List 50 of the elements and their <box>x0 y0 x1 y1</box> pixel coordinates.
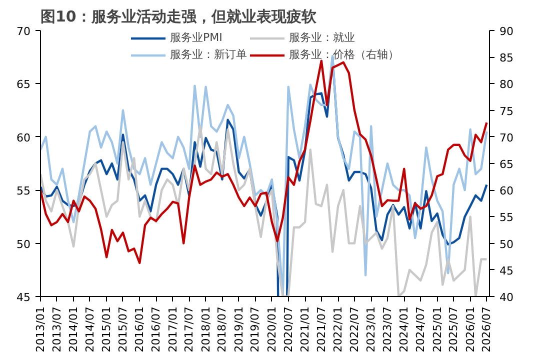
x-tick-label: 2025/01 <box>430 306 444 352</box>
y2-tick-label: 75 <box>500 104 514 118</box>
x-tick-label: 2023/07 <box>380 306 394 352</box>
y-tick-label: 50 <box>16 238 31 251</box>
x-tick-label: 2015/01 <box>100 306 114 352</box>
x-tick-label: 2023/01 <box>364 306 378 352</box>
y2-tick-label: 50 <box>500 238 514 251</box>
x-tick-label: 2019/01 <box>232 306 246 352</box>
x-tick-label: 2013/07 <box>50 306 64 352</box>
legend-label: 服务业：新订单 <box>170 47 247 62</box>
x-tick-label: 2016/07 <box>150 306 163 352</box>
x-tick-label: 2024/01 <box>398 306 411 352</box>
x-tick-label: 2024/07 <box>414 306 428 352</box>
x-tick-label: 2017/07 <box>182 306 196 352</box>
x-tick-label: 2026/01 <box>464 306 477 352</box>
x-tick-label: 2022/01 <box>332 306 345 352</box>
x-tick-label: 2020/01 <box>265 306 278 352</box>
y-tick-label: 55 <box>16 184 31 198</box>
y-tick-label: 70 <box>16 25 31 38</box>
y-tick-label: 65 <box>16 78 31 92</box>
x-tick-label: 2013/01 <box>34 306 47 352</box>
legend-label: 服务业：价格（右轴） <box>289 47 399 62</box>
y2-tick-label: 85 <box>500 52 514 65</box>
legend-label: 服务业PMI <box>170 30 222 45</box>
x-tick-label: 2017/01 <box>166 306 180 352</box>
x-tick-label: 2025/07 <box>447 306 460 352</box>
x-tick-label: 2021/01 <box>298 306 312 352</box>
x-tick-label: 2022/07 <box>348 306 361 352</box>
y2-tick-label: 90 <box>500 25 514 38</box>
chart-title: 图10：服务业活动走强，但就业表现疲软 <box>40 8 318 26</box>
x-tick-label: 2016/01 <box>133 306 146 352</box>
x-tick-label: 2014/07 <box>83 306 96 352</box>
x-tick-label: 2026/07 <box>480 306 494 352</box>
y2-tick-label: 40 <box>500 291 514 304</box>
x-tick-label: 2015/07 <box>116 306 130 352</box>
y2-tick-label: 60 <box>500 184 514 198</box>
x-tick-label: 2018/07 <box>216 306 229 352</box>
y2-tick-label: 70 <box>500 131 514 144</box>
y2-tick-label: 45 <box>500 264 514 278</box>
y2-tick-label: 65 <box>500 158 514 171</box>
y-tick-label: 45 <box>16 291 31 304</box>
x-tick-label: 2019/07 <box>248 306 262 352</box>
x-tick-label: 2020/07 <box>282 306 295 352</box>
x-tick-label: 2018/01 <box>199 306 212 352</box>
y-tick-label: 60 <box>16 131 31 144</box>
x-tick-label: 2014/01 <box>67 306 80 352</box>
y2-tick-label: 55 <box>500 211 514 224</box>
legend-label: 服务业：就业 <box>289 30 355 45</box>
y2-tick-label: 80 <box>500 78 514 92</box>
x-tick-label: 2021/07 <box>314 306 328 352</box>
